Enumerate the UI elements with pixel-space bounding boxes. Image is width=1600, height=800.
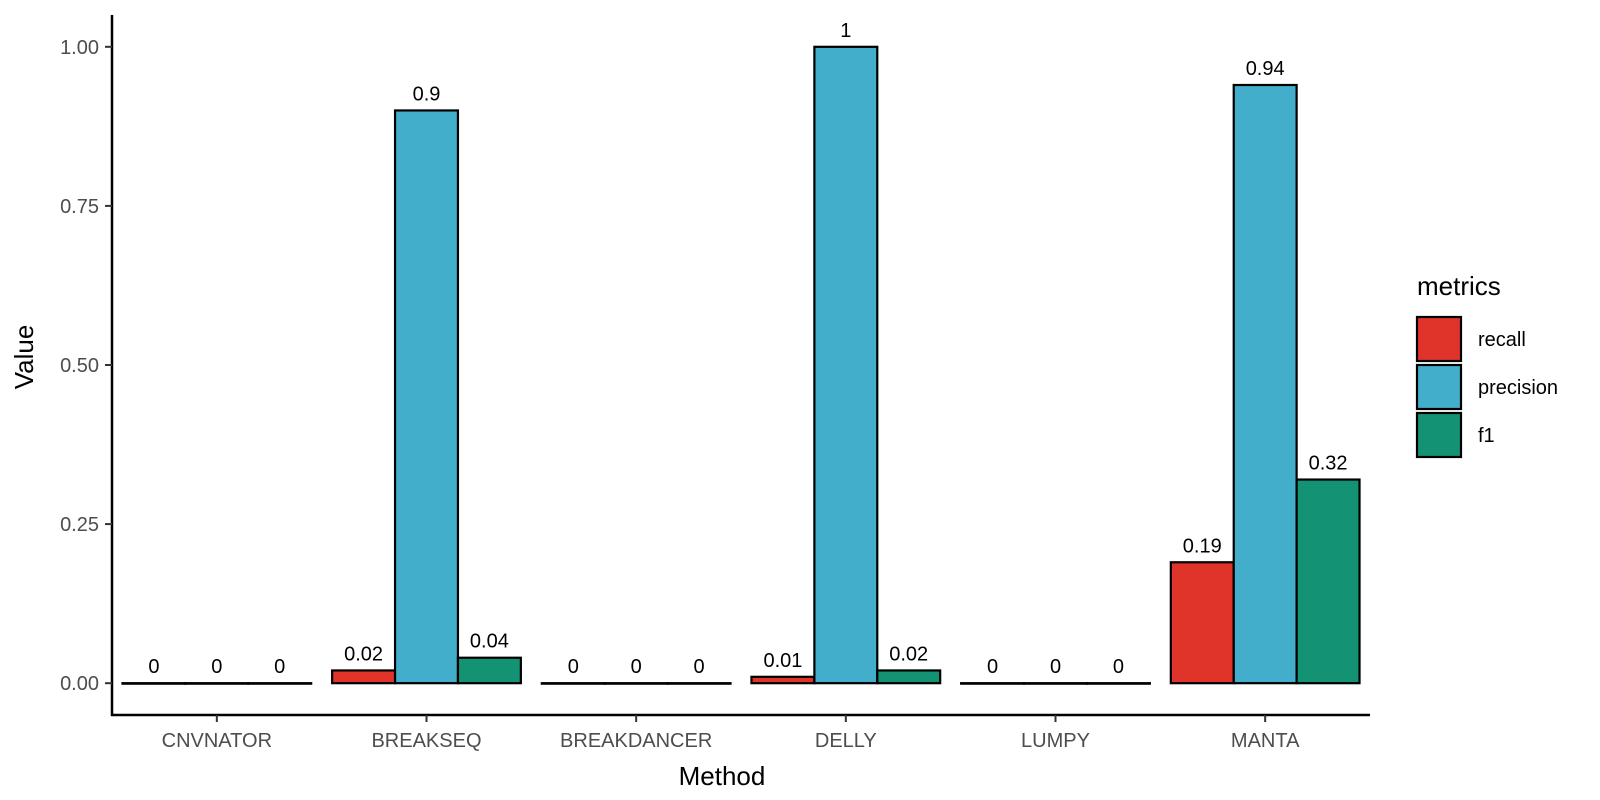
y-tick-label: 0.25 [60,514,99,536]
bars-layer [121,45,1361,685]
data-labels-layer: 0 0 0 0.02 0.9 0.04 0 0 0 0.01 1 0.02 0 0 0 0.19 0.94 0.3… [148,20,1347,678]
legend-label-recall: recall [1478,329,1526,351]
data-label-delly-precision: 1 [840,20,851,42]
data-label-lumpy-precision: 0 [1050,656,1061,678]
data-label-delly-recall: 0.01 [763,650,802,672]
x-tick-label: LUMPY [1021,730,1090,752]
x-tick-label: CNVNATOR [162,730,272,752]
data-label-cnvnator-precision: 0 [211,656,222,678]
x-axis-title: Method [679,761,766,791]
data-label-manta-precision: 0.94 [1246,58,1285,80]
legend-key-precision [1415,363,1463,411]
legend-key-recall [1415,315,1463,363]
data-label-manta-f1: 0.32 [1309,453,1348,475]
y-tick-label: 0.50 [60,355,99,377]
bar-cnvnator-precision [184,682,250,685]
x-tick-label: DELLY [815,730,877,752]
data-label-breakseq-f1: 0.04 [470,631,509,653]
bar-lumpy-f1 [1085,682,1151,685]
bar-breakseq-precision [393,109,460,685]
bar-breakseq-f1 [456,656,522,685]
data-label-cnvnator-recall: 0 [148,656,159,678]
x-tick-label: BREAKSEQ [371,730,481,752]
y-tick-label: 1.00 [60,37,99,59]
legend-label-f1: f1 [1478,425,1495,447]
data-label-lumpy-recall: 0 [987,656,998,678]
bar-lumpy-recall [960,682,1026,685]
x-tick-label: BREAKDANCER [560,730,712,752]
bar-cnvnator-f1 [247,682,313,685]
bar-lumpy-precision [1022,682,1089,685]
x-tick-label: MANTA [1231,730,1300,752]
bar-delly-recall [750,675,816,685]
data-label-breakdancer-recall: 0 [568,656,579,678]
bar-breakdancer-precision [603,682,669,685]
data-label-breakdancer-f1: 0 [694,656,705,678]
bar-manta-f1 [1295,478,1361,685]
axes-layer: 0.00 0.25 0.50 0.75 1.00 CNVNATOR BREAKSEQ BREA… [60,15,1370,752]
bar-manta-recall [1169,561,1235,685]
bar-delly-f1 [876,669,942,685]
y-axis-title: Value [9,325,39,390]
legend: metrics recall precision f1 [1415,271,1558,459]
bar-breakdancer-f1 [666,682,732,685]
bar-manta-precision [1232,83,1298,685]
y-tick-label: 0.00 [60,673,99,695]
legend-title: metrics [1417,271,1501,301]
legend-key-f1 [1415,411,1463,459]
legend-label-precision: precision [1478,377,1558,399]
data-label-lumpy-f1: 0 [1113,656,1124,678]
bar-delly-precision [813,45,879,685]
data-label-manta-recall: 0.19 [1183,535,1222,557]
bar-cnvnator-recall [121,682,187,685]
data-label-delly-f1: 0.02 [889,643,928,665]
data-label-breakdancer-precision: 0 [631,656,642,678]
data-label-breakseq-recall: 0.02 [344,643,383,665]
data-label-cnvnator-f1: 0 [274,656,285,678]
y-tick-label: 0.75 [60,196,99,218]
bar-breakdancer-recall [540,682,606,685]
bar-breakseq-recall [331,669,397,685]
data-label-breakseq-precision: 0.9 [413,83,441,105]
